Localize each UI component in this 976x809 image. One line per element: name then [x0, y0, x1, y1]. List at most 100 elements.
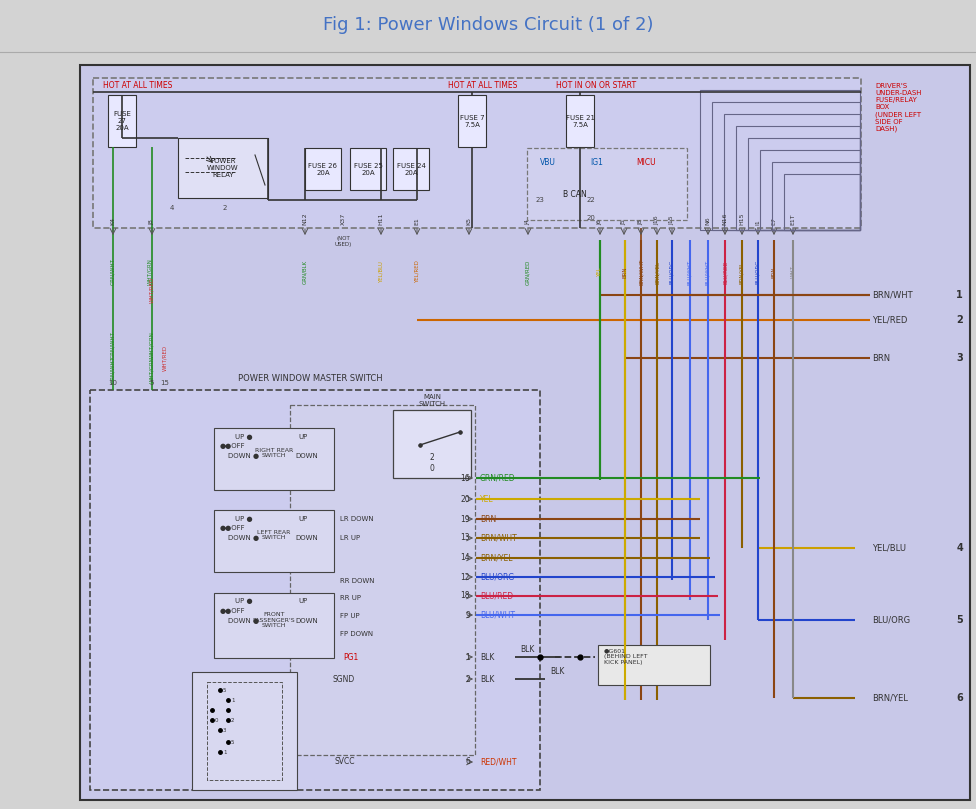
- Bar: [93, 78, 861, 228]
- Text: BRN: BRN: [623, 266, 628, 277]
- Text: 12: 12: [461, 573, 470, 582]
- Text: 5: 5: [149, 380, 154, 386]
- Text: DOWN ●: DOWN ●: [228, 535, 259, 541]
- Bar: [760, 150, 860, 230]
- Text: ●G601
(BEHIND LEFT
KICK PANEL): ●G601 (BEHIND LEFT KICK PANEL): [604, 648, 647, 665]
- Text: 18: 18: [461, 591, 470, 600]
- Text: 13: 13: [461, 533, 470, 543]
- Text: WHT/RED: WHT/RED: [149, 277, 154, 303]
- Bar: [192, 672, 297, 790]
- Text: DOWN: DOWN: [295, 535, 318, 541]
- Text: BLU/ORG: BLU/ORG: [872, 616, 911, 625]
- Text: YEL/BLU: YEL/BLU: [872, 544, 906, 553]
- Text: 4: 4: [956, 543, 963, 553]
- Text: IG1: IG1: [590, 158, 603, 167]
- Bar: [214, 593, 334, 658]
- Text: K5: K5: [467, 217, 471, 225]
- Text: HOT AT ALL TIMES: HOT AT ALL TIMES: [448, 81, 517, 90]
- Text: H15: H15: [740, 213, 745, 225]
- Text: BRN/WHT: BRN/WHT: [638, 259, 643, 285]
- Text: Fig 1: Power Windows Circuit (1 of 2): Fig 1: Power Windows Circuit (1 of 2): [323, 16, 653, 34]
- Text: RR UP: RR UP: [340, 595, 361, 601]
- Text: 4: 4: [170, 205, 174, 211]
- Bar: [700, 90, 860, 230]
- Text: DOWN ●: DOWN ●: [228, 618, 259, 624]
- Bar: [724, 114, 860, 230]
- Text: DOWN: DOWN: [295, 453, 318, 459]
- Text: YEL: YEL: [597, 267, 602, 277]
- Text: 6: 6: [466, 757, 470, 766]
- Text: UP ●: UP ●: [235, 598, 253, 604]
- Bar: [393, 410, 471, 478]
- Text: UP: UP: [298, 434, 307, 440]
- Text: WHT/GRN: WHT/GRN: [149, 332, 154, 358]
- Text: 16: 16: [461, 473, 470, 482]
- Text: FUSE 21
7.5A: FUSE 21 7.5A: [565, 115, 594, 128]
- Text: ●●OFF: ●●OFF: [220, 443, 246, 449]
- Text: 10: 10: [108, 380, 117, 386]
- Text: FP DOWN: FP DOWN: [340, 631, 373, 637]
- Text: DOWN: DOWN: [295, 618, 318, 624]
- Text: YEL/BLU: YEL/BLU: [379, 261, 384, 283]
- Bar: [736, 126, 860, 230]
- Bar: [458, 95, 486, 147]
- Text: J16: J16: [655, 215, 660, 225]
- Text: K4: K4: [110, 217, 115, 225]
- Text: 2: 2: [466, 675, 470, 684]
- Text: 1: 1: [956, 290, 963, 300]
- Bar: [90, 390, 540, 790]
- Text: 6: 6: [956, 693, 963, 703]
- Text: BLU/ORG: BLU/ORG: [480, 573, 514, 582]
- Text: 5: 5: [956, 615, 963, 625]
- Text: FUSE 7
7.5A: FUSE 7 7.5A: [460, 115, 484, 128]
- Text: X37: X37: [341, 213, 346, 225]
- Text: PG1: PG1: [343, 653, 358, 662]
- Text: BRN: BRN: [480, 515, 496, 523]
- Text: BRN/YEL: BRN/YEL: [872, 693, 908, 702]
- Text: ●●OFF: ●●OFF: [220, 608, 246, 614]
- Text: GRN/WHT: GRN/WHT: [110, 357, 115, 383]
- Text: H11: H11: [379, 213, 384, 225]
- Text: LR UP: LR UP: [340, 535, 360, 541]
- Text: BRN: BRN: [771, 266, 777, 277]
- Text: ●●OFF: ●●OFF: [220, 525, 246, 531]
- Text: 2: 2: [223, 205, 227, 211]
- Text: 22: 22: [587, 197, 595, 203]
- Text: BLU/WHT: BLU/WHT: [687, 260, 693, 285]
- Text: RR DOWN: RR DOWN: [340, 578, 375, 584]
- Text: BLU/RED: BLU/RED: [480, 591, 513, 600]
- Text: E7: E7: [771, 217, 777, 225]
- Text: BRN/YEL: BRN/YEL: [655, 260, 660, 283]
- Bar: [305, 148, 341, 190]
- Text: 15: 15: [161, 380, 170, 386]
- Text: 2: 2: [956, 315, 963, 325]
- Text: J8: J8: [149, 219, 154, 225]
- Text: 3: 3: [956, 353, 963, 363]
- Text: E1T: E1T: [791, 214, 795, 225]
- Text: HOT IN ON OR START: HOT IN ON OR START: [556, 81, 636, 90]
- Text: GRN/RED: GRN/RED: [480, 473, 515, 482]
- Text: BRN: BRN: [872, 354, 890, 362]
- Text: VBU: VBU: [540, 158, 556, 167]
- Text: BRN/YEL: BRN/YEL: [480, 553, 512, 562]
- Text: 23: 23: [536, 197, 545, 203]
- Text: MICU: MICU: [636, 158, 656, 167]
- Text: FUSE 25
20A: FUSE 25 20A: [353, 163, 383, 176]
- Text: 1: 1: [223, 749, 226, 755]
- Bar: [214, 510, 334, 572]
- Text: 5: 5: [223, 688, 226, 693]
- Text: BLU/ORG: BLU/ORG: [755, 260, 760, 284]
- Text: BLU/WHT: BLU/WHT: [706, 260, 711, 285]
- Bar: [178, 138, 268, 198]
- Text: UP: UP: [298, 516, 307, 522]
- Text: SGND: SGND: [333, 675, 355, 684]
- Text: BLK: BLK: [520, 645, 535, 654]
- Text: BLK: BLK: [480, 653, 495, 662]
- Text: 1: 1: [466, 653, 470, 662]
- Text: 14: 14: [461, 553, 470, 562]
- Text: FUSE 24
20A: FUSE 24 20A: [396, 163, 426, 176]
- Bar: [350, 148, 386, 190]
- Text: MAIN
SWITCH: MAIN SWITCH: [419, 394, 446, 407]
- Text: J15: J15: [670, 215, 674, 225]
- Text: RED/WHT: RED/WHT: [480, 757, 516, 766]
